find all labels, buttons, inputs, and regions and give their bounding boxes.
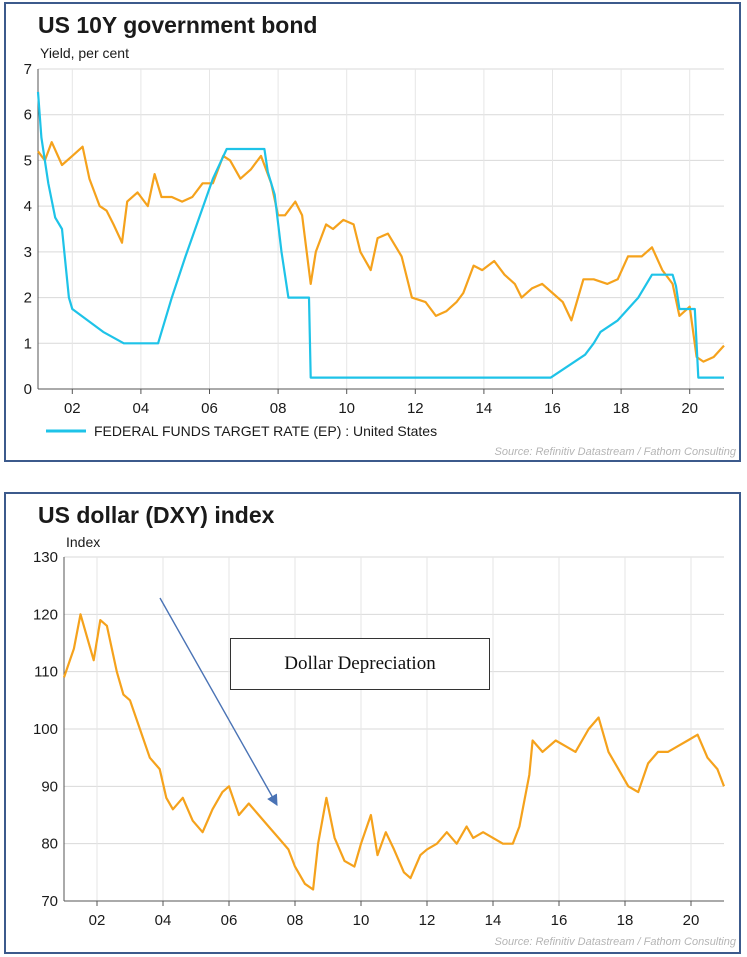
x-tick-label: 14 <box>485 912 502 929</box>
x-tick-label: 10 <box>338 400 355 417</box>
chart-title: US dollar (DXY) index <box>38 502 275 528</box>
x-tick-label: 02 <box>89 912 106 929</box>
x-tick-label: 20 <box>681 400 698 417</box>
x-tick-label: 06 <box>221 912 238 929</box>
y-tick-label: 120 <box>33 606 58 623</box>
x-tick-label: 16 <box>544 400 561 417</box>
x-tick-label: 20 <box>683 912 700 929</box>
annotation-arrow <box>159 597 278 806</box>
x-tick-label: 06 <box>201 400 218 417</box>
y-tick-label: 110 <box>34 664 58 681</box>
series-line-1 <box>36 91 724 379</box>
y-tick-label: 7 <box>24 61 32 78</box>
bond-yield-chart-panel: US 10Y government bond Yield, per cent 0… <box>4 2 741 462</box>
x-tick-label: 14 <box>476 400 493 417</box>
y-tick-label: 1 <box>24 335 32 352</box>
series-line-0 <box>62 613 726 891</box>
series-line-0 <box>37 141 725 363</box>
x-tick-label: 12 <box>419 912 436 929</box>
y-tick-label: 4 <box>24 198 32 215</box>
x-tick-label: 08 <box>287 912 304 929</box>
x-tick-label: 18 <box>613 400 630 417</box>
y-tick-label: 130 <box>33 549 58 566</box>
y-tick-label: 70 <box>41 893 58 910</box>
y-tick-label: 90 <box>41 778 58 795</box>
x-tick-label: 12 <box>407 400 424 417</box>
dxy-chart-panel: US dollar (DXY) index Index 70 80 90 100 110… <box>4 492 741 954</box>
x-tick-label: 04 <box>155 912 172 929</box>
x-tick-label: 16 <box>551 912 568 929</box>
x-tick-label: 04 <box>133 400 150 417</box>
y-tick-label: 100 <box>33 721 58 738</box>
y-tick-label: 3 <box>24 244 32 261</box>
y-tick-label: 6 <box>24 107 32 124</box>
chart-title: US 10Y government bond <box>38 12 318 38</box>
dxy-plot: 70 80 90 100 110 120 130 02 04 06 08 10 12 14 16 18 20 So… <box>33 549 737 948</box>
legend-label: FEDERAL FUNDS TARGET RATE (EP) : United … <box>94 423 437 439</box>
source-note: Source: Refinitiv Datastream / Fathom Co… <box>495 936 737 948</box>
x-tick-label: 18 <box>617 912 634 929</box>
chart-subtitle: Yield, per cent <box>40 45 129 61</box>
x-tick-label: 10 <box>353 912 370 929</box>
y-tick-label: 80 <box>41 836 58 853</box>
source-note: Source: Refinitiv Datastream / Fathom Co… <box>495 446 737 458</box>
y-tick-label: 2 <box>24 290 32 307</box>
y-tick-label: 5 <box>24 152 32 169</box>
y-tick-label: 0 <box>24 381 32 398</box>
chart-subtitle: Index <box>66 534 101 550</box>
annotation-box: Dollar Depreciation <box>230 638 490 690</box>
x-tick-label: 08 <box>270 400 287 417</box>
x-tick-label: 02 <box>64 400 81 417</box>
